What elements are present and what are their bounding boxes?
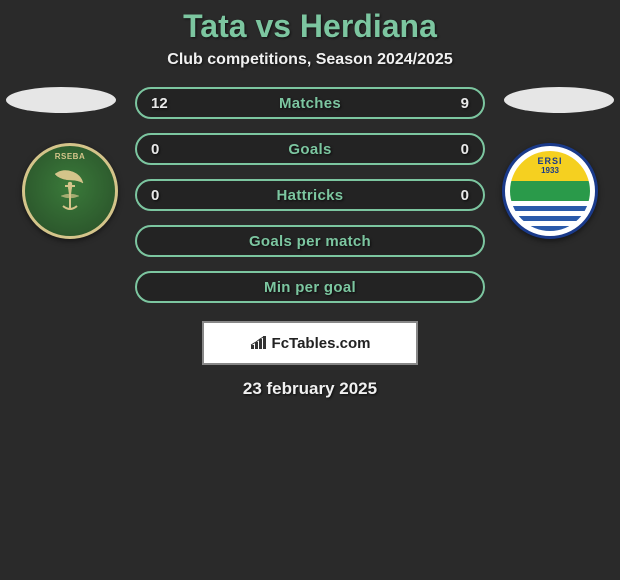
watermark: FcTables.com [202,321,418,365]
stat-pill-matches: 12 Matches 9 [135,87,485,119]
stat-right-value: 0 [461,187,469,204]
stat-pill-goals-per-match: Goals per match [135,225,485,257]
stat-label: Goals [288,141,331,158]
badge-right-arc-text: ERSI [537,157,562,166]
stat-label: Goals per match [249,233,371,250]
bar-chart-icon [250,336,268,350]
crest-icon [35,156,105,226]
badge-right-emblem: ERSI 1933 [510,151,590,231]
stat-pill-list: 12 Matches 9 0 Goals 0 0 Hattricks 0 Goa… [135,87,485,303]
stat-right-value: 9 [461,95,469,112]
stat-label: Hattricks [277,187,344,204]
page-title: Tata vs Herdiana [183,8,437,45]
stat-label: Matches [279,95,341,112]
watermark-text: FcTables.com [272,335,371,352]
stat-left-value: 12 [151,95,168,112]
stat-pill-min-per-goal: Min per goal [135,271,485,303]
comparison-date: 23 february 2025 [243,379,377,399]
stat-left-value: 0 [151,187,159,204]
team-badge-left: RSEBA [22,143,118,239]
stat-label: Min per goal [264,279,356,296]
badge-left-arc-text: RSEBA [55,152,86,161]
badge-left-emblem [35,156,105,226]
stat-left-value: 0 [151,141,159,158]
team-badge-right: ERSI 1933 [502,143,598,239]
badge-right-mid-band [510,181,590,200]
shadow-ellipse-right [504,87,614,113]
badge-right-top-band: ERSI 1933 [510,151,590,181]
comparison-card: Tata vs Herdiana Club competitions, Seas… [0,0,620,399]
stat-pill-goals: 0 Goals 0 [135,133,485,165]
badge-right-year: 1933 [541,167,559,175]
badge-right-waves [510,201,590,231]
stat-right-value: 0 [461,141,469,158]
stats-area: RSEBA ERSI 1933 [0,87,620,303]
shadow-ellipse-left [6,87,116,113]
page-subtitle: Club competitions, Season 2024/2025 [167,51,452,69]
stat-pill-hattricks: 0 Hattricks 0 [135,179,485,211]
